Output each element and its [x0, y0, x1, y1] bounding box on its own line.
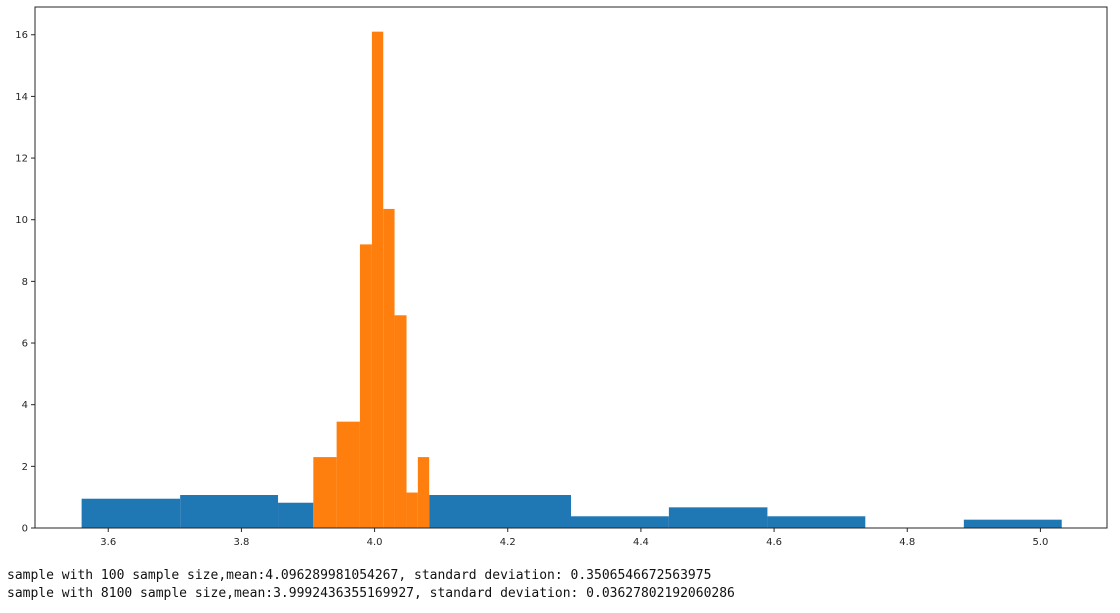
histogram-bar-series1-1 [81, 498, 181, 528]
histogram-bar-series2-2 [336, 421, 360, 528]
histogram-bar-series1-8 [963, 519, 1062, 528]
plot-area-frame [34, 6, 1108, 529]
histogram-bars [81, 31, 1062, 529]
histogram-bar-series1-5 [571, 516, 669, 528]
histogram-bar-series2-3 [359, 244, 372, 528]
y-tick-label: 0 [22, 524, 28, 535]
histogram-bar-series2-1 [313, 457, 337, 528]
histogram-bar-series2-7 [406, 492, 418, 528]
histogram-bar-series1-7 [767, 516, 866, 528]
histogram-bar-series2-8 [417, 457, 430, 528]
histogram-bar-series2-4 [371, 31, 384, 529]
y-tick-label: 12 [15, 154, 28, 165]
x-tick-label: 5.0 [1032, 537, 1048, 545]
x-tick-label: 3.8 [233, 537, 249, 545]
y-tick-label: 8 [22, 277, 28, 288]
y-tick-label: 4 [22, 400, 28, 411]
histogram-bar-series1-3 [278, 502, 314, 528]
x-tick-label: 4.2 [500, 537, 516, 545]
x-tick-label: 4.4 [633, 537, 649, 545]
output-line-8100-samples: sample with 8100 sample size,mean:3.9992… [7, 586, 735, 601]
histogram-chart: 3.6 3.8 4.0 4.2 4.4 4.6 4.8 5.0 0 2 4 6 8 10 12 14 16 [15, 6, 1108, 545]
x-tick-label: 3.6 [100, 537, 116, 545]
histogram-bar-series2-6 [394, 315, 407, 528]
y-tick-label: 10 [15, 215, 28, 226]
y-tick-label: 16 [15, 30, 28, 41]
y-tick-label: 6 [22, 339, 28, 350]
x-axis: 3.6 3.8 4.0 4.2 4.4 4.6 4.8 5.0 [100, 528, 1048, 545]
histogram-bar-series1-2 [180, 495, 279, 528]
y-axis: 0 2 4 6 8 10 12 14 16 [15, 30, 35, 535]
y-tick-label: 14 [15, 92, 28, 103]
x-tick-label: 4.8 [899, 537, 915, 545]
histogram-bar-series2-5 [383, 208, 395, 529]
histogram-bar-series1-6 [668, 507, 768, 528]
x-tick-label: 4.6 [766, 537, 782, 545]
y-tick-label: 2 [22, 462, 28, 473]
x-tick-label: 4.0 [367, 537, 383, 545]
histogram-bar-series1-4 [429, 495, 571, 528]
output-line-100-samples: sample with 100 sample size,mean:4.09628… [7, 568, 712, 583]
